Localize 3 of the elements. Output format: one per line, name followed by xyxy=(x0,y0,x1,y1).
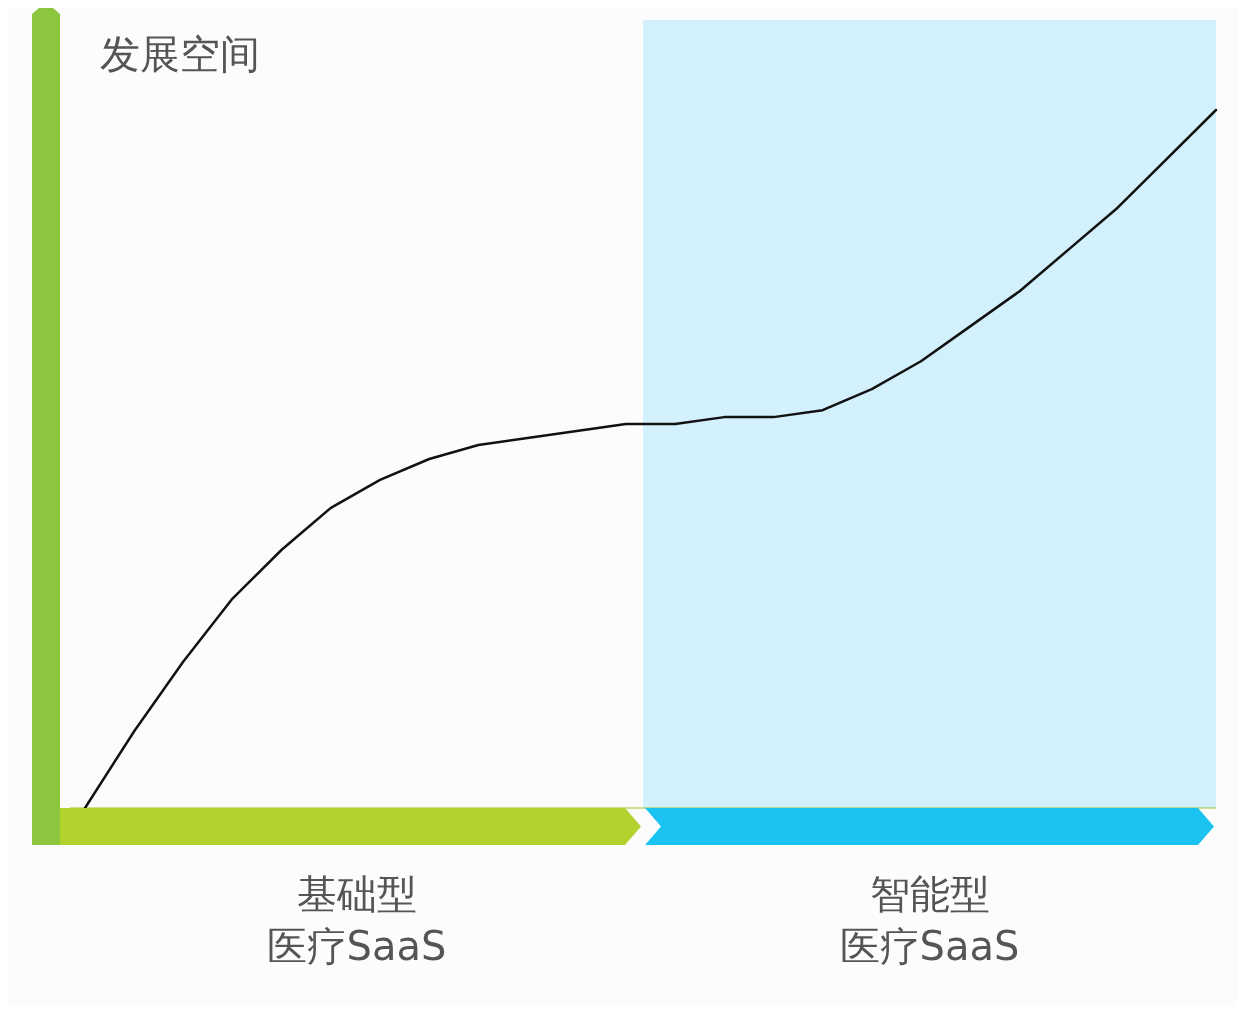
text: 智能型医疗SaaS xyxy=(839,871,1020,969)
y-axis-title: 发展空间 xyxy=(100,31,260,77)
text: 基础型医疗SaaS xyxy=(266,871,447,969)
